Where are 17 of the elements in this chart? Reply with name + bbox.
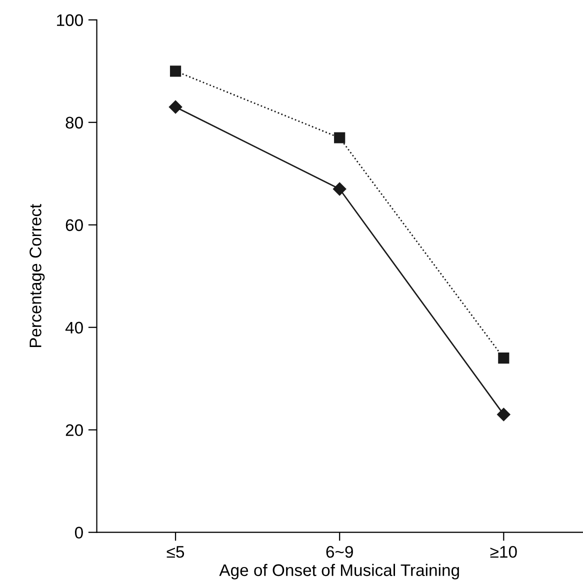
point (497, 408, 510, 422)
x-tick-label: ≥10 (490, 546, 517, 558)
point (498, 352, 510, 364)
x-tick-label: 6~9 (326, 546, 353, 558)
point (168, 100, 182, 114)
point (334, 132, 346, 144)
y-tick-label: 60 (66, 219, 83, 232)
x-tick-label: ≤5 (166, 546, 184, 558)
y-axis-title: Percentage Correct (30, 204, 45, 348)
y-tick-label: 100 (57, 14, 83, 26)
x-axis-title: Age of Onset of Musical Training (219, 564, 459, 580)
y-tick-label: 0 (74, 526, 83, 539)
y-tick-label: 40 (65, 322, 83, 334)
y-tick-label: 20 (66, 424, 83, 436)
y-tick-label: 80 (66, 116, 83, 129)
point (333, 182, 346, 196)
point (170, 66, 182, 77)
